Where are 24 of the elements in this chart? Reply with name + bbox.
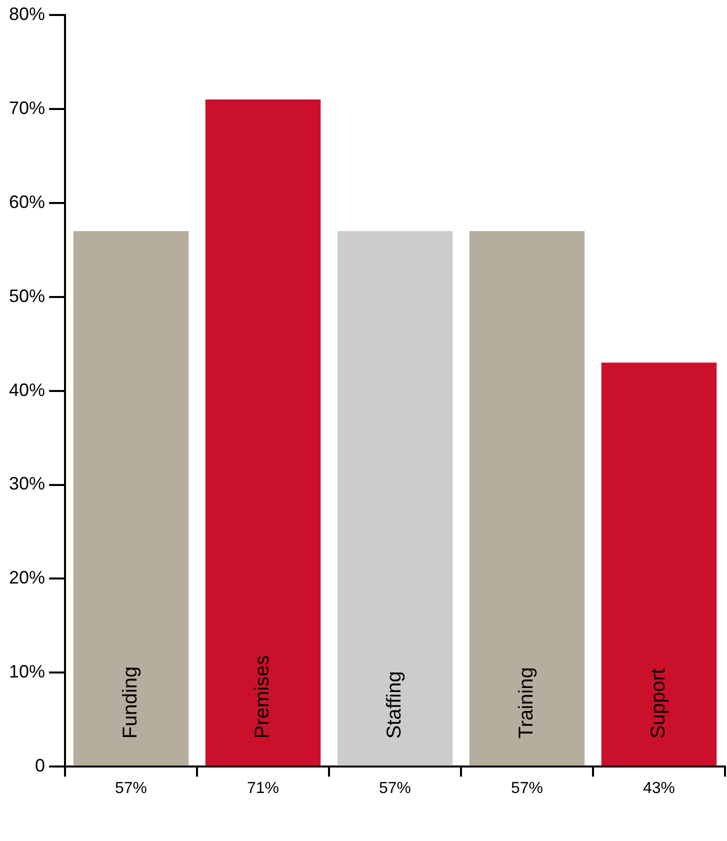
bar (601, 362, 717, 766)
y-tick-label: 10% (8, 662, 46, 682)
x-tick-label: Support (648, 668, 670, 739)
data-label: 43% (642, 780, 676, 798)
x-tick-label: Premises (252, 655, 274, 739)
x-tick-label: Training (516, 667, 538, 739)
x-tick-label: Staffing (384, 671, 406, 739)
y-tick-label: 0 (35, 756, 46, 776)
y-tick-label: 20% (8, 568, 46, 588)
data-label: 57% (510, 780, 544, 798)
bar (469, 231, 585, 766)
y-tick-label: 50% (8, 286, 46, 306)
data-label: 57% (115, 780, 148, 798)
data-label: 57% (379, 780, 412, 798)
data-label: 71% (247, 780, 280, 798)
bar (205, 100, 321, 766)
bar (73, 231, 189, 766)
y-tick-label: 80% (8, 4, 46, 24)
y-tick-label: 30% (8, 474, 46, 494)
y-tick-label: 60% (8, 192, 46, 212)
y-tick-label: 40% (8, 380, 46, 400)
bar (337, 231, 453, 766)
x-tick-label: Funding (120, 666, 142, 739)
y-tick-label: 70% (8, 98, 46, 118)
